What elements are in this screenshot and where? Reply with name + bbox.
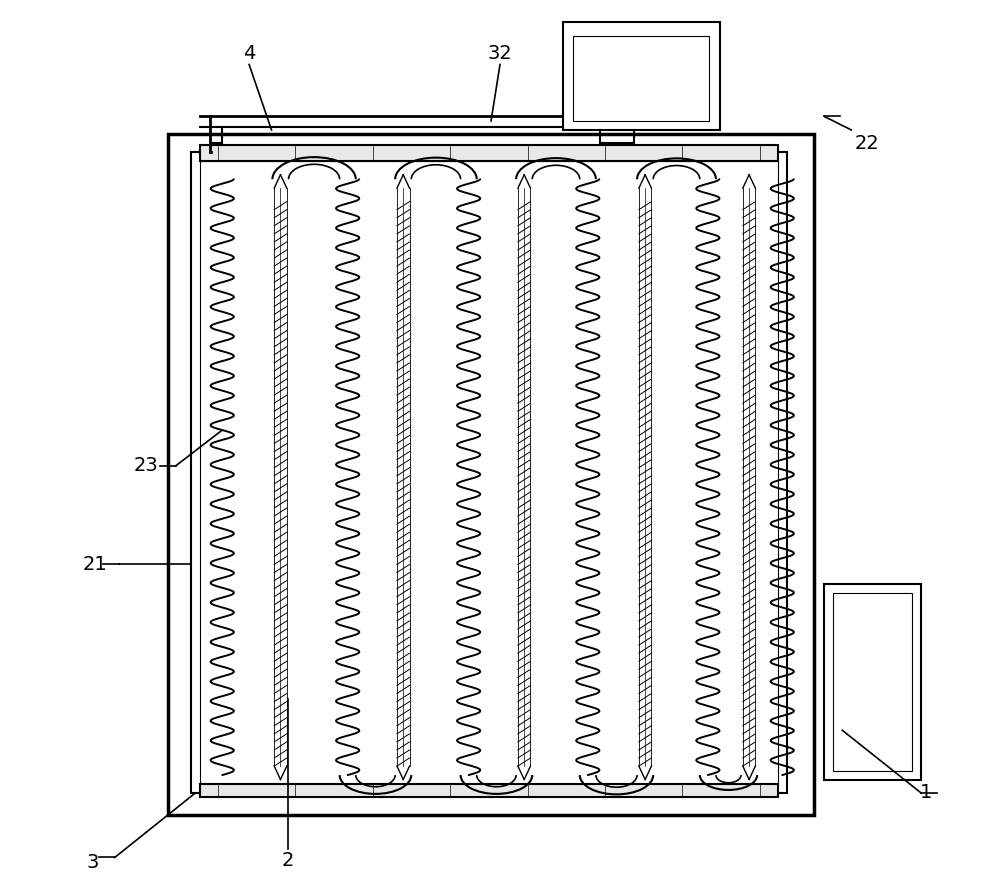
Bar bbox=[168, 134, 814, 815]
Text: 23: 23 bbox=[134, 456, 158, 476]
Text: 4: 4 bbox=[243, 44, 255, 64]
Bar bbox=[200, 161, 778, 784]
Bar bbox=[824, 584, 921, 780]
Bar bbox=[200, 784, 778, 797]
Bar bbox=[191, 152, 787, 793]
Text: 22: 22 bbox=[855, 134, 880, 153]
Text: 1: 1 bbox=[919, 783, 932, 803]
Bar bbox=[200, 145, 778, 161]
Text: 3: 3 bbox=[86, 853, 99, 873]
Bar bbox=[833, 593, 912, 771]
Text: 2: 2 bbox=[281, 850, 294, 870]
Text: 32: 32 bbox=[488, 44, 512, 64]
Text: 21: 21 bbox=[83, 555, 107, 574]
Bar bbox=[573, 36, 709, 121]
Bar bbox=[563, 22, 720, 130]
